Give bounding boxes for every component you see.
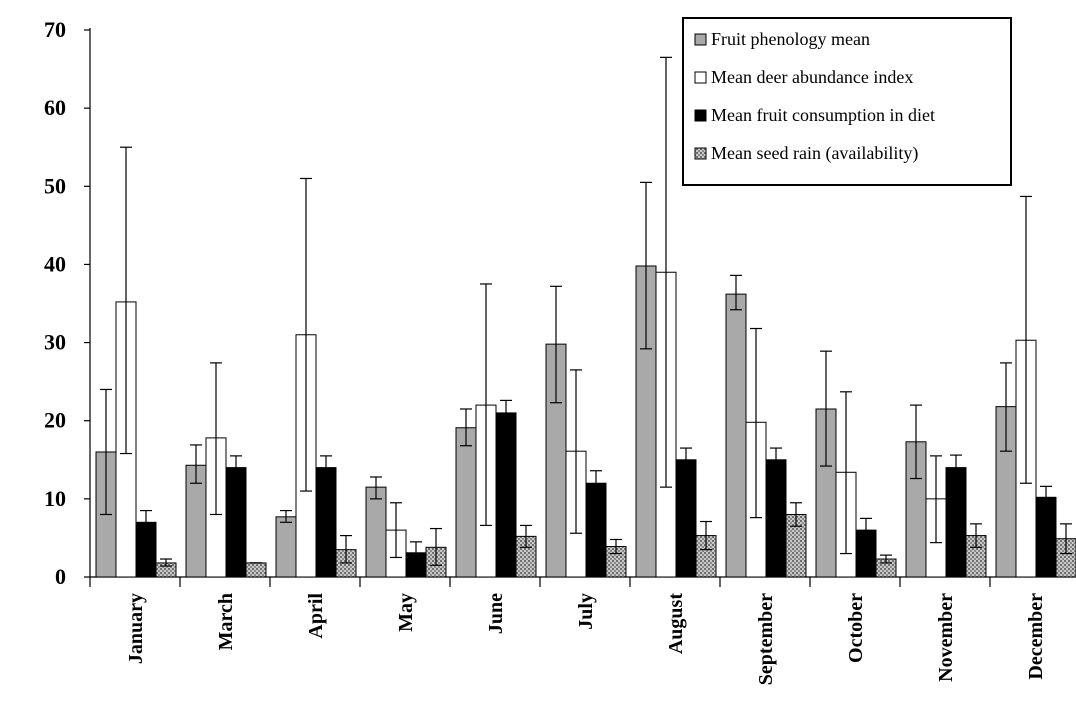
x-tick-label-march: March (215, 593, 237, 650)
bar-seed-rain-march (245, 562, 267, 578)
error-bar-fruit-consumption-may (410, 541, 422, 564)
error-bars (100, 56, 1072, 567)
bar-fruit-consumption-september (765, 459, 787, 578)
y-tick-label: 30 (44, 330, 66, 355)
y-tick-label: 10 (44, 486, 66, 511)
x-tick-label-august: August (665, 593, 687, 654)
x-tick-label-october: October (845, 593, 867, 663)
error-bar-phenology-may (370, 476, 382, 500)
error-bar-seed-rain-december (1060, 523, 1072, 555)
bars (95, 265, 1076, 578)
x-tick-label-july: July (575, 593, 597, 630)
error-bar-fruit-consumption-november (950, 454, 962, 480)
x-tick-label-may: May (395, 593, 417, 632)
error-bar-seed-rain-july (610, 538, 622, 555)
x-tick-label-september: September (755, 593, 777, 685)
bar-phenology-september (725, 293, 747, 578)
error-bar-fruit-consumption-july (590, 470, 602, 495)
legend-swatch-seed-rain (694, 147, 707, 160)
legend-swatch-fruit-consumption (694, 109, 707, 122)
error-bar-seed-rain-june (520, 524, 532, 548)
error-bar-fruit-consumption-october (860, 517, 872, 543)
error-bar-phenology-august (640, 181, 652, 350)
legend-swatch-deer-abundance (694, 71, 707, 84)
error-bar-deer-abundance-november (930, 455, 942, 544)
error-bar-fruit-consumption-august (680, 447, 692, 473)
error-bar-deer-abundance-may (390, 502, 402, 559)
x-tick-labels: January March April May June July August Septem… (125, 593, 1047, 686)
x-tick-label-november: November (935, 593, 957, 682)
error-bar-fruit-consumption-june (500, 399, 512, 427)
x-tick-label-april: April (305, 593, 327, 639)
legend-box (682, 17, 1012, 186)
error-bar-deer-abundance-march (210, 362, 222, 516)
bar-fruit-consumption-march (225, 467, 247, 578)
error-bar-seed-rain-january (160, 558, 172, 567)
error-bar-seed-rain-october (880, 554, 892, 564)
error-bar-phenology-october (820, 350, 832, 467)
bar-fruit-consumption-december (1035, 496, 1057, 578)
error-bar-phenology-january (100, 388, 112, 516)
error-bar-phenology-july (550, 285, 562, 404)
y-tick-label: 40 (44, 251, 66, 276)
error-bar-deer-abundance-january (120, 146, 132, 455)
y-tick-label: 60 (44, 95, 66, 120)
error-bar-deer-abundance-june (480, 283, 492, 527)
x-tick-label-june: June (485, 593, 507, 634)
error-bar-phenology-june (460, 408, 472, 447)
y-tick-label: 50 (44, 173, 66, 198)
error-bar-fruit-consumption-march (230, 455, 242, 480)
x-tick-label-january: January (125, 593, 147, 664)
error-bar-phenology-march (190, 444, 202, 484)
error-bar-fruit-consumption-september (770, 447, 782, 473)
y-tick-label: 20 (44, 408, 66, 433)
bar-fruit-consumption-april (315, 467, 337, 578)
y-tick-label: 70 (44, 17, 66, 42)
error-bar-seed-rain-may (430, 527, 442, 566)
y-tick-label: 0 (55, 564, 66, 589)
legend-label-seed-rain: Mean seed rain (availability) (711, 143, 918, 164)
bar-fruit-consumption-august (675, 459, 697, 578)
bar-phenology-may (365, 486, 387, 578)
legend-label-fruit-consumption: Mean fruit consumption in diet (711, 105, 935, 125)
legend: Fruit phenology mean Mean deer abundance … (682, 17, 1012, 186)
error-bar-deer-abundance-august (660, 56, 672, 488)
error-bar-seed-rain-september (790, 502, 802, 527)
x-tick-label-december: December (1025, 593, 1047, 680)
error-bar-phenology-november (910, 404, 922, 480)
error-bar-deer-abundance-december (1020, 195, 1032, 484)
legend-label-phenology: Fruit phenology mean (711, 29, 870, 49)
error-bar-deer-abundance-april (300, 177, 312, 492)
error-bar-deer-abundance-october (840, 391, 852, 555)
error-bar-deer-abundance-september (750, 327, 762, 519)
error-bar-seed-rain-august (700, 520, 712, 551)
error-bar-phenology-september (730, 274, 742, 311)
bar-fruit-consumption-june (495, 412, 517, 578)
bar-fruit-consumption-july (585, 482, 607, 578)
bar-fruit-consumption-november (945, 467, 967, 578)
bar-phenology-june (455, 427, 477, 578)
error-bar-phenology-april (280, 509, 292, 523)
error-bar-fruit-consumption-january (140, 509, 152, 535)
bar-phenology-april (275, 516, 297, 578)
legend-swatch-phenology (694, 33, 707, 46)
error-bar-fruit-consumption-december (1040, 485, 1052, 509)
error-bar-fruit-consumption-april (320, 455, 332, 480)
error-bar-seed-rain-april (340, 534, 352, 564)
error-bar-deer-abundance-july (570, 369, 582, 534)
legend-label-deer-abundance: Mean deer abundance index (711, 67, 913, 87)
error-bar-seed-rain-november (970, 523, 982, 548)
error-bar-phenology-december (1000, 362, 1012, 452)
